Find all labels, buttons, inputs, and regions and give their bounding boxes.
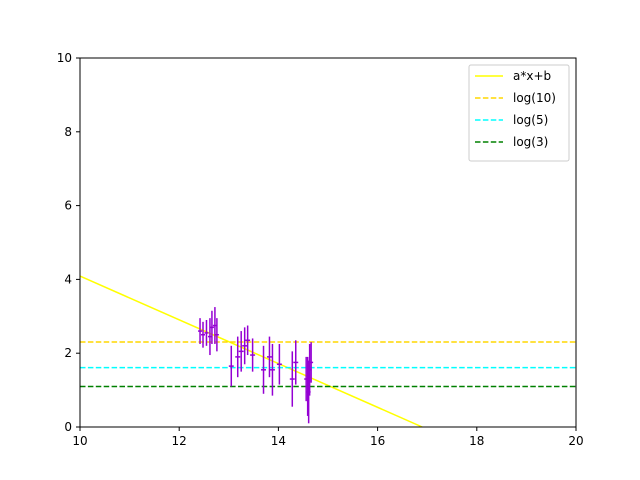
data-point-17 [289, 351, 295, 407]
x-tick-label-0: 10 [72, 434, 87, 448]
data-point-4 [209, 310, 214, 344]
legend-box [468, 64, 570, 162]
y-tick-label-3: 6 [64, 199, 72, 213]
data-point-8 [235, 336, 241, 378]
y-tick-label-0: 0 [64, 420, 72, 434]
data-point-6 [214, 318, 219, 352]
y-axis: 0 2 4 6 8 10 [57, 51, 80, 434]
x-tick-label-5: 20 [568, 434, 583, 448]
data-point-12 [250, 338, 256, 372]
data-point-0 [198, 318, 203, 344]
y-tick-label-2: 4 [64, 272, 72, 286]
data-point-7 [228, 345, 234, 387]
data-point-9 [238, 331, 244, 372]
data-point-15 [269, 343, 275, 396]
series-line-0 [80, 275, 423, 427]
data-point-18 [293, 340, 299, 385]
data-point-2 [204, 319, 209, 346]
x-tick-label-3: 16 [370, 434, 385, 448]
data-point-1 [201, 321, 205, 348]
x-tick-label-2: 14 [271, 434, 286, 448]
x-axis: 10 12 14 16 18 20 [72, 427, 584, 448]
legend-label-3: log(3) [513, 135, 548, 149]
x-tick-label-1: 12 [172, 434, 187, 448]
legend-label-1: log(10) [513, 91, 556, 105]
data-point-13 [261, 345, 266, 394]
data-point-11 [245, 325, 251, 356]
legend: a*x+b log(10) log(5) log(3) [468, 64, 570, 162]
x-tick-label-4: 18 [469, 434, 484, 448]
y-tick-label-1: 2 [64, 346, 72, 360]
axes-frame [79, 57, 577, 428]
data-point-14 [266, 336, 272, 378]
data-point-23 [309, 342, 314, 383]
y-tick-label-4: 8 [64, 125, 72, 139]
plot-area [80, 275, 576, 427]
legend-label-0: a*x+b [513, 69, 551, 83]
data-point-16 [276, 343, 282, 385]
data-point-10 [242, 327, 248, 365]
legend-label-2: log(5) [513, 113, 548, 127]
y-tick-label-5: 10 [57, 51, 72, 65]
